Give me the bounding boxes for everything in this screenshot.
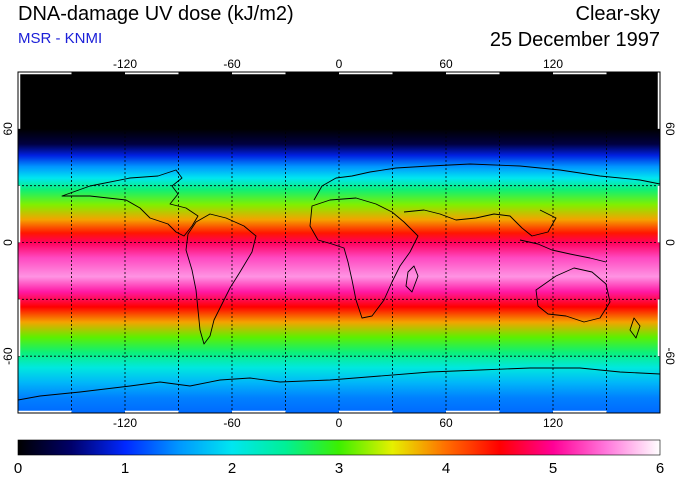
colorbar-tick-label: 5	[549, 460, 557, 477]
lat-tick-label-left: -60	[1, 347, 15, 365]
colorbar-tick-label: 3	[335, 460, 343, 477]
coastlines	[18, 163, 660, 401]
lon-tick-label-top: -60	[223, 57, 241, 71]
source-label: MSR - KNMI	[18, 30, 103, 47]
colorbar: 0 1 2 3 4 5 6	[14, 439, 664, 477]
lon-tick-label-bottom: 0	[336, 416, 343, 430]
colorbar-tick-label: 0	[14, 460, 22, 477]
lon-tick-label-bottom: 60	[439, 416, 453, 430]
coastline-madagascar	[405, 265, 419, 293]
lon-tick-label-bottom: -60	[223, 416, 241, 430]
lat-lon-grid	[18, 72, 660, 413]
lon-tick-label-top: 0	[336, 57, 343, 71]
lat-tick-label-right: 0	[663, 239, 677, 246]
colorbar-gradient	[18, 440, 660, 455]
coastline-north-america	[61, 169, 199, 237]
coastline-indonesia	[519, 239, 607, 263]
date-label: 25 December 1997	[489, 29, 660, 51]
coastline-south-america	[185, 213, 257, 345]
map-title: DNA-damage UV dose (kJ/m2)	[18, 3, 294, 25]
lat-tick-label-right: -60	[663, 347, 677, 365]
lon-tick-label-bottom: -120	[113, 416, 137, 430]
map-frame	[17, 71, 661, 414]
map-frame-ticks	[17, 71, 661, 414]
coastline-new-zealand	[629, 317, 641, 339]
lat-tick-label-left: 0	[1, 239, 15, 246]
map-panel: -120 -120 -60 -60 0 0 60 60 120 120 -60 -60 0 0 60 60	[1, 57, 677, 430]
coastline-australia	[535, 267, 611, 323]
colorbar-frame	[17, 439, 661, 456]
lon-tick-label-bottom: 120	[543, 416, 563, 430]
coastline-europe-asia	[313, 163, 660, 237]
axis-tick-labels: -120 -120 -60 -60 0 0 60 60 120 120 -60 -60 0 0 60 60	[1, 57, 677, 430]
lon-tick-label-top: 120	[543, 57, 563, 71]
lon-tick-label-top: -120	[113, 57, 137, 71]
lat-tick-label-right: 60	[663, 122, 677, 136]
colorbar-tick-label: 6	[656, 460, 664, 477]
coastline-africa	[309, 197, 419, 319]
lat-tick-label-left: 60	[1, 122, 15, 136]
lon-tick-label-top: 60	[439, 57, 453, 71]
colorbar-tick-labels: 0 1 2 3 4 5 6	[14, 460, 664, 477]
coastline-antarctica	[18, 367, 660, 401]
colorbar-tick-label: 2	[228, 460, 236, 477]
colorbar-tick-label: 4	[442, 460, 450, 477]
colorbar-tick-label: 1	[121, 460, 129, 477]
sky-condition-label: Clear-sky	[575, 3, 660, 25]
